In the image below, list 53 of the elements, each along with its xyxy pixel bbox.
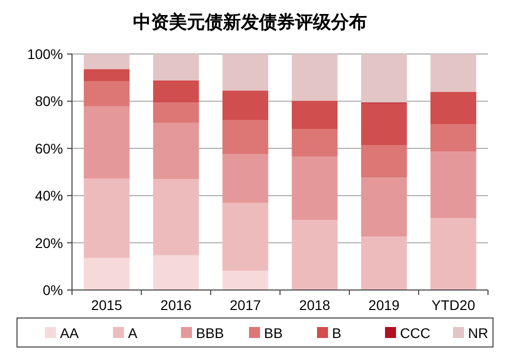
bar (361, 236, 407, 290)
legend-label: BBB (196, 325, 224, 341)
bar (84, 69, 130, 82)
bar (153, 54, 199, 80)
y-tick-label: 100% (27, 46, 63, 62)
bar (292, 156, 338, 220)
bar (430, 54, 476, 92)
bar (84, 106, 130, 179)
legend-label: CCC (400, 325, 430, 341)
bar (84, 54, 130, 70)
bar (430, 218, 476, 290)
bar (292, 100, 338, 130)
bar (222, 120, 268, 154)
bar (84, 258, 130, 290)
bar (153, 80, 199, 103)
legend-label: NR (468, 325, 488, 341)
legend-label: B (332, 325, 342, 341)
bar (361, 178, 407, 237)
x-tick-label: 2017 (230, 297, 262, 313)
legend-label: AA (60, 325, 80, 341)
bar (153, 122, 199, 180)
x-tick-label: 2015 (91, 297, 122, 313)
bar (430, 124, 476, 152)
bar (222, 90, 268, 120)
x-tick-label: 2016 (160, 297, 192, 313)
chart-title: 中资美元债新发债券评级分布 (133, 12, 367, 32)
bar (84, 178, 130, 258)
x-tick-label: 2018 (299, 297, 330, 313)
bar (222, 154, 268, 203)
bar (292, 220, 338, 290)
y-tick-label: 40% (34, 188, 63, 204)
bar (153, 179, 199, 256)
legend-label: BB (264, 325, 283, 341)
bar (361, 54, 407, 102)
bar (292, 54, 338, 101)
y-tick-label: 80% (34, 93, 63, 110)
x-tick-label: YTD20 (432, 297, 476, 313)
legend-label: A (128, 325, 138, 341)
bar (153, 255, 199, 290)
bar (222, 54, 268, 91)
bar (222, 202, 268, 271)
bar (292, 129, 338, 157)
bar (361, 103, 407, 146)
bar (153, 102, 199, 123)
bar (84, 81, 130, 106)
y-tick-label: 20% (34, 234, 63, 251)
x-tick-label: 2019 (368, 297, 400, 313)
y-tick-label: 60% (34, 140, 63, 156)
y-tick-label: 0% (42, 282, 63, 298)
bar (430, 92, 476, 124)
bar (361, 145, 407, 178)
bar (430, 152, 476, 218)
bar (222, 270, 268, 290)
